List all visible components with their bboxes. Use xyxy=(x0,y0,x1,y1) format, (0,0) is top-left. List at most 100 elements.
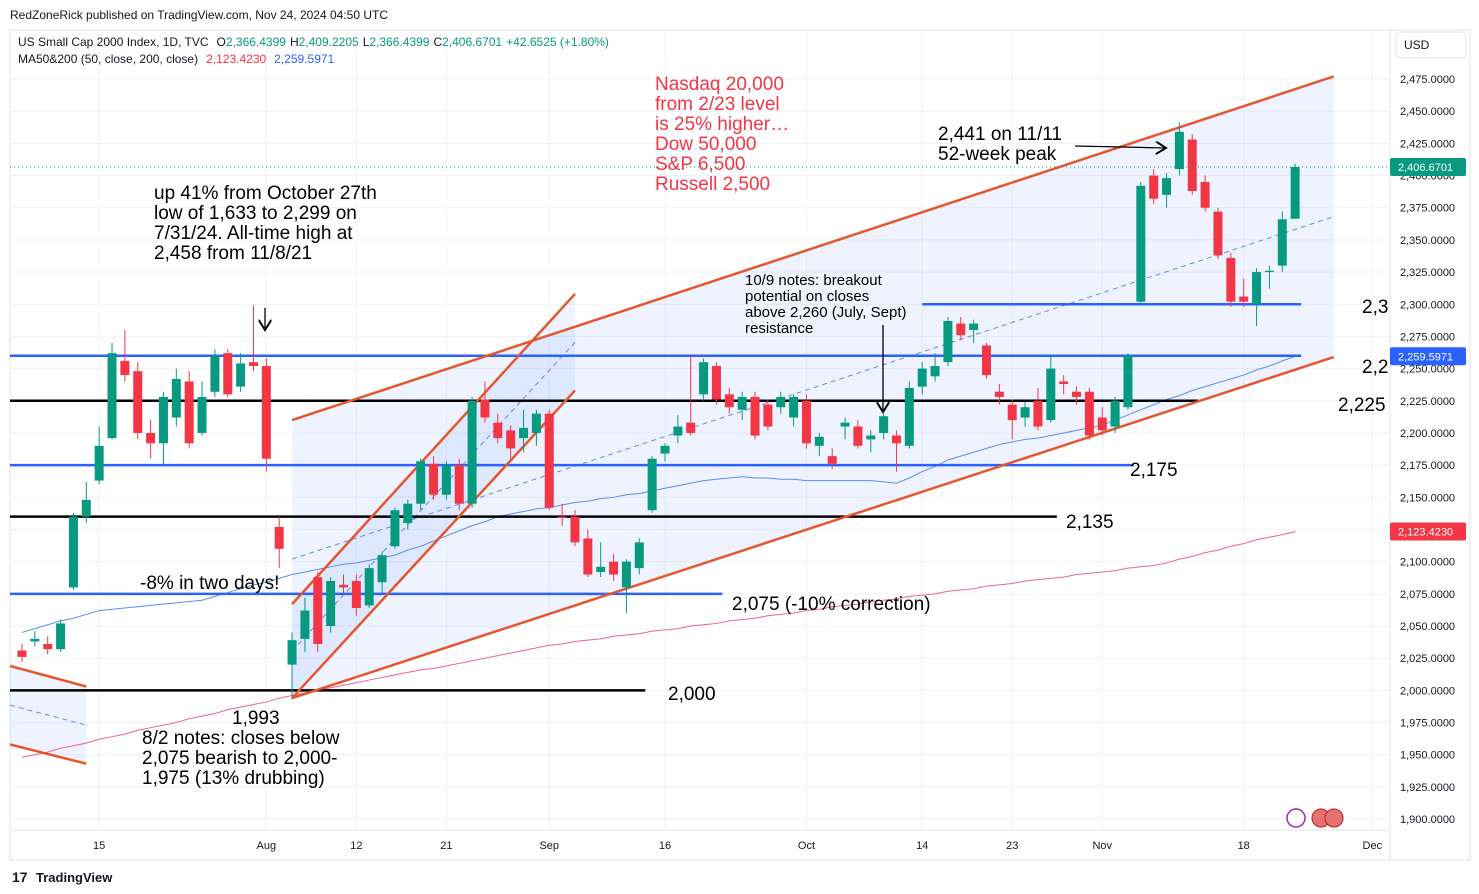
x-tick-label: 16 xyxy=(659,840,671,852)
candle-body xyxy=(56,623,66,650)
candle-body xyxy=(776,396,786,408)
candle-body xyxy=(943,320,953,363)
icon[interactable] xyxy=(1286,808,1306,828)
annotation-line: S&P 6,500 xyxy=(655,154,746,175)
candle-body xyxy=(68,516,78,588)
y-tick-label: 1,900.0000 xyxy=(1400,814,1455,826)
y-tick-label: 2,300.0000 xyxy=(1400,299,1455,311)
overlay: US Small Cap 2000 Index, 1D, TVC O2,366.4… xyxy=(12,31,1467,885)
channel-midline xyxy=(10,704,87,726)
annotation-line: Dow 50,000 xyxy=(655,134,756,155)
ma-value: 2,259.5971 xyxy=(274,52,334,66)
candle-body xyxy=(904,387,914,446)
y-tick-label: 2,450.0000 xyxy=(1400,106,1455,118)
publisher: RedZoneRick published on TradingView.com… xyxy=(10,8,388,22)
logo: 17 xyxy=(12,869,28,885)
x-tick-label: 15 xyxy=(93,840,105,852)
annotation-line: 2,441 on 11/11 xyxy=(938,124,1062,145)
ohlc-key: H xyxy=(290,35,299,49)
candle-body xyxy=(763,404,773,427)
candle-body xyxy=(107,353,117,439)
candle-body xyxy=(274,526,284,549)
y-tick-label: 2,225.0000 xyxy=(1400,396,1455,408)
candle-body xyxy=(120,360,130,376)
level-label: 2,000 xyxy=(668,684,716,705)
candle-body xyxy=(133,371,143,433)
channel-fill xyxy=(292,76,1334,699)
annotation: up 41% from October 27th low of 1,633 to … xyxy=(154,183,377,264)
candle-body xyxy=(454,465,464,504)
x-tick-label: Sep xyxy=(539,840,559,852)
annotation-line: from 2/23 level xyxy=(655,94,780,115)
candle-body xyxy=(711,366,721,400)
candle-body xyxy=(801,400,811,444)
candle-body xyxy=(750,396,760,436)
y-tick-label: 2,475.0000 xyxy=(1400,74,1455,86)
annotation-line: 7/31/24. All-time high at xyxy=(154,223,353,244)
x-tick-label: 12 xyxy=(350,840,362,852)
candle-body xyxy=(994,391,1004,397)
trend-line xyxy=(291,355,1335,700)
y-tick-label: 2,425.0000 xyxy=(1400,138,1455,150)
candle-body xyxy=(1020,407,1030,418)
brand: TradingView xyxy=(36,870,113,885)
candle-body xyxy=(866,435,876,440)
annotation-line: 10/9 notes: breakout xyxy=(745,272,883,289)
ohlc-key: O xyxy=(217,35,226,49)
candle-body xyxy=(1239,296,1249,302)
candle-body xyxy=(1007,404,1017,421)
ma-legend: MA50&200 (50, close, 200, close) 2,123.42… xyxy=(18,52,335,66)
candle-body xyxy=(94,445,104,481)
candle-body xyxy=(519,427,529,439)
currency-button[interactable] xyxy=(1395,31,1467,59)
x-tick-label: Oct xyxy=(798,840,815,852)
candle-body xyxy=(506,430,516,449)
candle-body xyxy=(737,396,747,410)
candle-body xyxy=(956,323,966,336)
annotation: 1,993 xyxy=(232,708,280,729)
annotation-line: is 25% higher… xyxy=(655,114,789,135)
candle-body xyxy=(236,363,246,387)
y-tick-label: 2,150.0000 xyxy=(1400,492,1455,504)
candle-body xyxy=(609,561,619,575)
candle-body xyxy=(879,416,889,433)
trend-line xyxy=(291,75,1335,422)
ma-label: MA50&200 (50, close, 200, close) xyxy=(18,52,198,66)
candle-body xyxy=(480,399,490,418)
candle-body xyxy=(493,422,503,439)
x-tick-label: Dec xyxy=(1363,840,1383,852)
annotation-line: Nasdaq 20,000 xyxy=(655,74,784,95)
y-tick-label: 2,050.0000 xyxy=(1400,621,1455,633)
candle-body xyxy=(660,445,670,454)
price-tag xyxy=(1390,522,1466,541)
x-tick-label: 18 xyxy=(1238,840,1250,852)
candle-body xyxy=(570,516,580,543)
x-tick-label: 21 xyxy=(440,840,452,852)
icon[interactable] xyxy=(1324,808,1344,828)
candle-body xyxy=(840,422,850,427)
candle-body xyxy=(313,577,323,645)
candle-body xyxy=(647,458,657,511)
annotation-line: above 2,260 (July, Sept) xyxy=(745,304,906,321)
candle-body xyxy=(1226,257,1236,302)
candle-body xyxy=(467,400,477,504)
level-label: 2,135 xyxy=(1066,512,1114,533)
candle-body xyxy=(1174,131,1184,170)
y-tick-label: 2,275.0000 xyxy=(1400,331,1455,343)
candle-body xyxy=(1264,270,1274,273)
legend-line: US Small Cap 2000 Index, 1D, TVC O2,366.4… xyxy=(18,35,609,49)
candle-body xyxy=(30,638,40,642)
candle-body xyxy=(1097,417,1107,431)
candle-body xyxy=(300,610,310,639)
candle-body xyxy=(814,436,824,446)
ohlc-value: 2,409.2205 xyxy=(299,35,359,49)
candle-body xyxy=(1046,368,1056,421)
level-label: 2,2 xyxy=(1362,357,1388,378)
candle-body xyxy=(969,323,979,330)
candle-body xyxy=(197,396,207,433)
ohlc-value: 2,366.4399 xyxy=(226,35,286,49)
y-tick-label: 1,950.0000 xyxy=(1400,750,1455,762)
y-tick-label: 2,075.0000 xyxy=(1400,589,1455,601)
annotation-line: 52-week peak xyxy=(938,144,1057,165)
